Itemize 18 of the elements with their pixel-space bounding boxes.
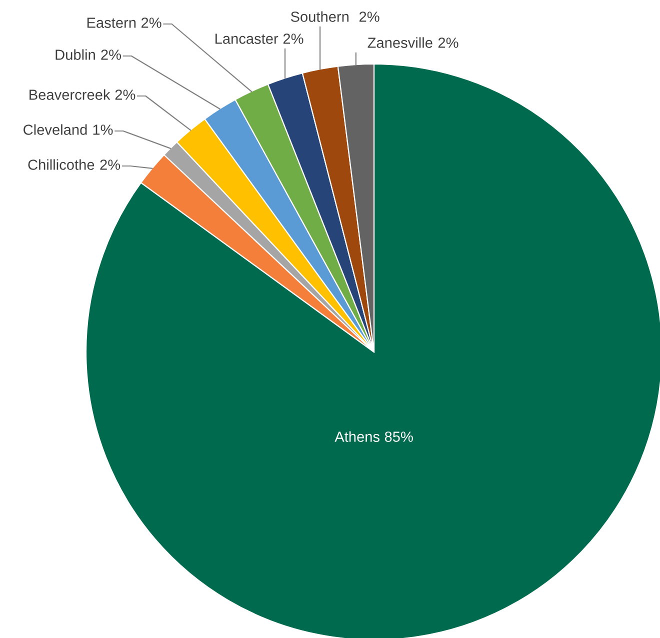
data-label: 2% <box>359 12 380 22</box>
data-label: 2% <box>100 160 120 170</box>
slice-label: Zanesville <box>368 37 432 48</box>
slice-label: Athens <box>334 431 380 442</box>
slice-label: Lancaster <box>216 34 278 44</box>
data-label: 2% <box>141 18 162 28</box>
slice-label: Dublin <box>56 49 95 60</box>
slice-label: Eastern <box>87 18 136 28</box>
data-label: 2% <box>283 34 304 44</box>
slice-label: Chillicothe <box>28 159 94 170</box>
data-label: 1% <box>93 124 113 135</box>
slice-label: Southern <box>290 11 348 22</box>
data-label: 2% <box>438 38 458 48</box>
slice-label: Cleveland <box>24 124 87 135</box>
data-label: 85% <box>384 432 413 442</box>
data-label: 2% <box>115 90 136 100</box>
data-label: 2% <box>101 50 121 60</box>
slice-label: Beavercreek <box>30 89 110 100</box>
